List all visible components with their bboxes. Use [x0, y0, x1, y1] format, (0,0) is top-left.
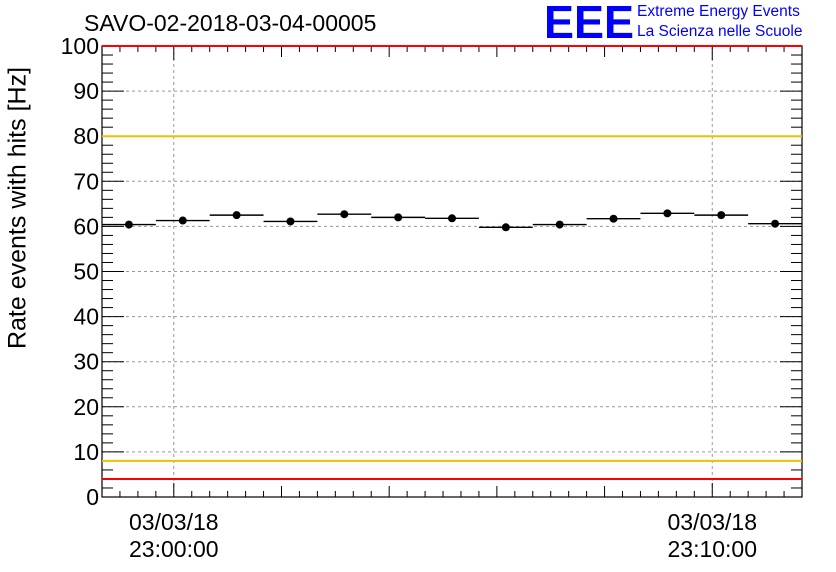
y-tick-label: 0 [86, 484, 99, 510]
eee-logo: EEE [544, 0, 634, 42]
data-point [286, 217, 295, 226]
x-tick-date-label: 03/03/18 [667, 509, 757, 535]
data-point [340, 210, 349, 219]
logo-line-1: Extreme Energy Events [637, 3, 800, 20]
data-point [124, 220, 133, 229]
data-point [178, 216, 187, 225]
y-tick-label: 70 [73, 168, 99, 194]
y-tick-label: 10 [73, 439, 99, 465]
logo-line-2: La Scienza nelle Scuole [637, 23, 803, 40]
data-point [717, 211, 726, 220]
data-point [394, 213, 403, 222]
y-tick-label: 50 [73, 259, 99, 285]
data-point [232, 211, 241, 220]
y-tick-label: 100 [61, 33, 99, 59]
data-point [771, 219, 780, 228]
y-tick-label: 60 [73, 213, 99, 239]
data-point [609, 214, 618, 223]
x-tick-time-label: 23:00:00 [129, 536, 219, 562]
chart-title: SAVO-02-2018-03-04-00005 [84, 10, 377, 36]
svg-text:EEE: EEE [544, 0, 634, 42]
data-point [448, 214, 456, 223]
y-tick-label: 90 [73, 78, 99, 104]
y-tick-label: 40 [73, 304, 99, 330]
x-tick-date-label: 03/03/18 [129, 509, 219, 535]
data-point [501, 223, 510, 232]
data-point [663, 209, 672, 218]
y-tick-label: 20 [73, 394, 99, 420]
y-tick-label: 30 [73, 349, 99, 375]
data-point [555, 220, 564, 229]
x-tick-time-label: 23:10:00 [667, 536, 757, 562]
y-tick-label: 80 [73, 123, 99, 149]
